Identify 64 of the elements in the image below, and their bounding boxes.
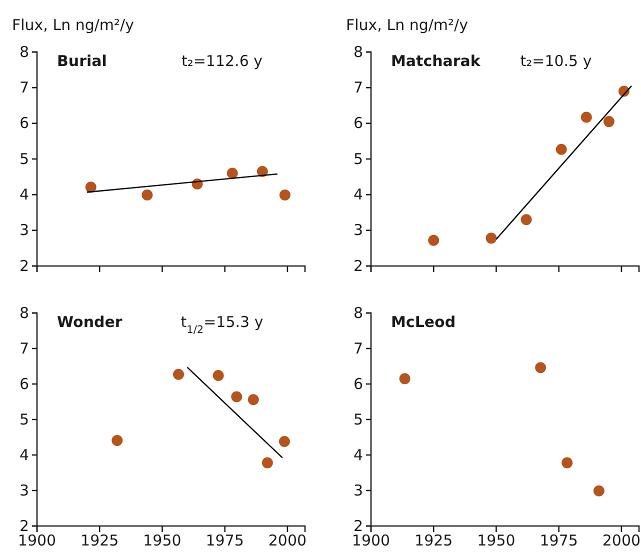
y-tick-label: 5 xyxy=(19,150,29,168)
y-tick-label: 7 xyxy=(353,339,363,358)
y-tick-label: 8 xyxy=(353,42,363,61)
point xyxy=(593,485,604,496)
x-tick-label: 1950 xyxy=(143,532,182,550)
y-axis-title: Flux, Ln ng/m²/y xyxy=(346,16,468,34)
y-tick-label: 6 xyxy=(353,374,363,393)
annotation: t₂=10.5 y xyxy=(520,52,592,70)
y-tick-label: 6 xyxy=(19,114,29,132)
y-tick-label: 6 xyxy=(353,114,363,132)
chart-title: McLeod xyxy=(391,313,456,331)
point xyxy=(279,190,290,201)
y-tick-label: 3 xyxy=(19,481,29,500)
chart-title: Wonder xyxy=(57,313,123,331)
x-tick-label: 1925 xyxy=(414,532,453,550)
point xyxy=(112,434,123,446)
x-tick-label: 1975 xyxy=(206,532,244,550)
annotation: t$_{1/2}$=15.3 y xyxy=(180,313,264,336)
point xyxy=(535,362,546,374)
y-axis-title: Flux, Ln ng/m²/y xyxy=(12,16,134,34)
y-tick-label: 5 xyxy=(353,150,363,168)
y-tick-label: 6 xyxy=(19,374,29,393)
x-tick-label: 2000 xyxy=(268,532,307,550)
point xyxy=(399,373,410,384)
y-tick-label: 3 xyxy=(19,221,29,240)
y-tick-label: 4 xyxy=(19,446,29,464)
point xyxy=(556,144,567,155)
y-tick-label: 3 xyxy=(353,481,363,500)
point xyxy=(520,214,532,226)
y-tick-label: 2 xyxy=(19,256,29,275)
y-tick-label: 7 xyxy=(353,78,363,96)
y-tick-label: 7 xyxy=(19,78,29,96)
y-tick-label: 2 xyxy=(353,256,363,275)
y-tick-label: 4 xyxy=(19,185,29,204)
point xyxy=(428,234,440,246)
point xyxy=(562,457,573,468)
point xyxy=(248,394,259,406)
point xyxy=(85,182,96,193)
point xyxy=(278,436,290,447)
y-tick-label: 7 xyxy=(19,339,29,358)
chart-title: Matcharak xyxy=(391,52,482,70)
y-tick-label: 3 xyxy=(353,221,363,240)
y-tick-label: 5 xyxy=(19,410,29,428)
x-tick-label: 2000 xyxy=(602,532,641,550)
point xyxy=(212,370,224,381)
x-tick-label: 1950 xyxy=(477,532,516,550)
point xyxy=(486,232,497,244)
point xyxy=(603,116,614,128)
y-tick-label: 5 xyxy=(353,410,363,428)
y-tick-label: 8 xyxy=(353,304,363,322)
point xyxy=(231,391,242,402)
y-tick-label: 4 xyxy=(353,446,363,464)
chart-title: Burial xyxy=(57,52,107,70)
y-tick-label: 8 xyxy=(19,42,29,61)
point xyxy=(262,457,273,468)
x-tick-label: 1975 xyxy=(540,532,578,550)
point xyxy=(173,368,184,380)
x-tick-label: 1925 xyxy=(80,532,119,550)
point xyxy=(142,190,153,201)
y-tick-label: 8 xyxy=(19,304,29,322)
point xyxy=(226,168,238,179)
annotation: t₂=112.6 y xyxy=(181,52,263,70)
y-tick-label: 4 xyxy=(353,185,363,204)
point xyxy=(580,112,592,123)
